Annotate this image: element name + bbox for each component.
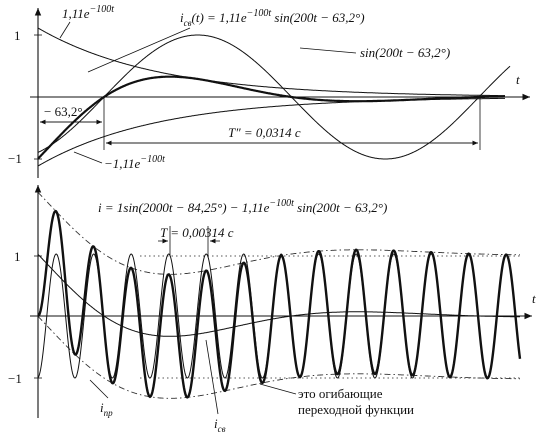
leader [73,151,103,164]
y-tick-label: 1 [14,249,21,264]
leader [89,379,109,399]
text: 1,11e [62,6,90,21]
y-tick-label: 1 [14,28,21,43]
text: св [218,424,226,434]
text: −100t [269,198,294,209]
text: i [214,416,218,431]
text: sin(200t − 63,2°) [271,10,364,25]
envelope [37,191,520,275]
free-response [37,75,505,160]
text: −100t [247,8,272,19]
text: св [184,18,192,28]
envelope-label: −1,11e−100t [104,154,165,171]
leader [87,27,191,73]
phase-label: − 63,2° [44,104,83,119]
envelope [37,27,505,97]
text: i [180,10,184,25]
text: −1,11e [104,156,141,171]
y-tick-label: −1 [8,151,22,166]
leader [259,383,297,395]
text: −100t [140,154,165,165]
curves [37,27,522,399]
text: (t) = 1,11e [192,10,247,25]
period-label: T″ = 0,0314 с [228,125,301,140]
leader [205,339,219,415]
free-label: iсв [214,416,226,434]
free-formula: iсв(t) = 1,11e−100t sin(200t − 63,2°) [180,8,365,28]
free-response [37,253,520,337]
envelope-label: 1,11e−100t [62,4,114,21]
note: это огибающие [298,386,383,401]
text: −100t [90,4,115,15]
text: sin(200t − 63,2°) [294,200,387,215]
formula: i = 1sin(2000t − 84,25°) − 1,11e−100t si… [98,198,387,215]
leader [59,21,71,39]
axis-label: t [516,72,520,87]
envelope [37,315,520,399]
axis-label: t [532,291,536,306]
text: пр [104,408,114,418]
leader [299,47,357,54]
note: переходной функции [298,402,414,417]
y-tick-label: −1 [8,371,22,386]
forced-label: iпр [100,400,113,418]
text: i = 1sin(2000t − 84,25°) − 1,11e [98,200,270,215]
sine [37,34,511,160]
period-label: T = 0,00314 с [160,225,234,240]
total-response [37,209,522,399]
sine-label: sin(200t − 63,2°) [360,45,450,60]
text: i [100,400,104,415]
